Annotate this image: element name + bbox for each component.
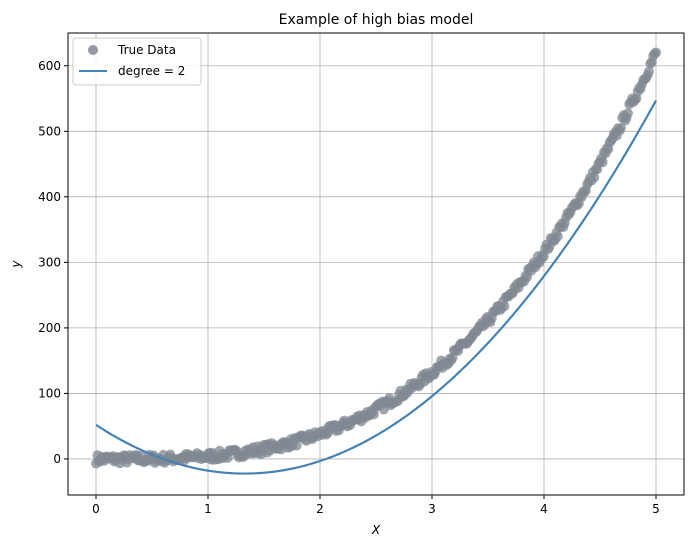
x-tick-label: 3	[428, 502, 436, 516]
data-point	[291, 440, 302, 451]
data-point	[643, 66, 654, 77]
y-tick-label: 500	[38, 124, 61, 138]
data-point	[622, 108, 633, 119]
x-tick-label: 1	[204, 502, 212, 516]
legend-marker-true-data	[88, 45, 98, 55]
scatter-points	[91, 47, 661, 469]
y-tick-label: 0	[53, 452, 61, 466]
y-axis-label: y	[9, 260, 23, 269]
y-tick-label: 200	[38, 321, 61, 335]
data-point	[552, 231, 563, 242]
data-point	[597, 157, 608, 168]
fit-line-degree-2	[95, 99, 657, 475]
data-point	[651, 47, 661, 58]
fit-curve	[95, 99, 657, 475]
x-tick-label: 5	[652, 502, 660, 516]
x-axis-label: X	[371, 523, 381, 537]
x-tick-label: 2	[316, 502, 324, 516]
y-tick-label: 100	[38, 386, 61, 400]
data-point	[589, 172, 600, 183]
legend-label-true-data: True Data	[117, 43, 176, 57]
data-point	[538, 251, 549, 262]
legend-box	[72, 37, 202, 86]
x-tick-label: 0	[92, 502, 100, 516]
y-tick-label: 400	[38, 190, 61, 204]
y-ticks: 0 100 200 300 400 500 600	[38, 59, 68, 466]
chart-title: Example of high bias model	[279, 12, 474, 28]
data-point	[615, 123, 626, 134]
data-point	[499, 301, 510, 312]
x-tick-label: 4	[540, 502, 548, 516]
y-tick-label: 300	[38, 255, 61, 269]
legend-label-degree-2: degree = 2	[118, 64, 185, 78]
x-ticks: 0 1 2 3 4 5	[92, 495, 660, 516]
y-tick-label: 600	[38, 59, 61, 73]
grid	[68, 33, 684, 495]
legend: True Data degree = 2	[72, 37, 202, 86]
plot-frame	[67, 32, 685, 496]
